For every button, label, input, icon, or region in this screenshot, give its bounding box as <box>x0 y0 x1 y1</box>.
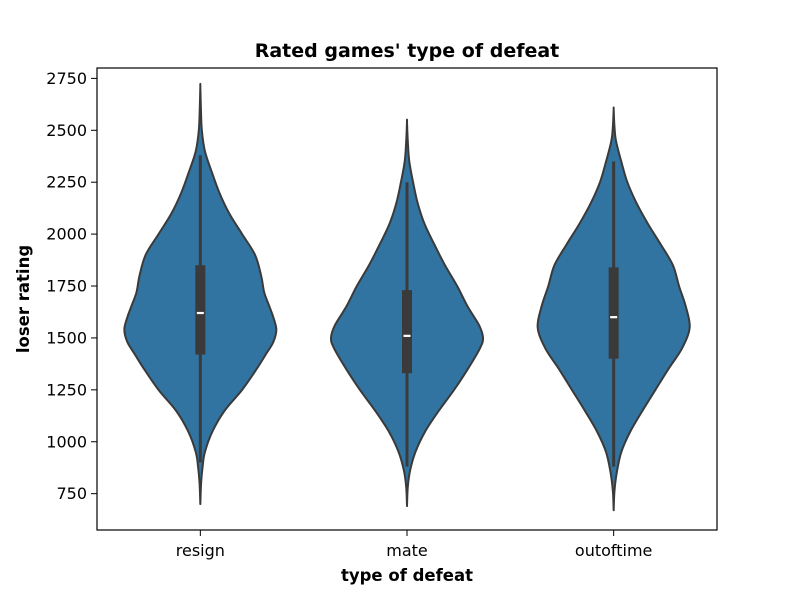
chart-title: Rated games' type of defeat <box>255 40 560 62</box>
y-tick-label: 2750 <box>46 69 87 88</box>
violin-resign <box>123 82 278 506</box>
violin-iqr-box <box>195 265 206 355</box>
x-axis: resign mate outoftime <box>176 530 653 560</box>
y-tick-label: 2500 <box>46 121 87 140</box>
violin-outoftime <box>536 106 691 512</box>
violin-mate <box>329 118 485 508</box>
y-axis: 750 1000 1250 1500 1750 2000 2250 2500 2750 <box>46 69 97 503</box>
violin-iqr-box <box>608 267 619 359</box>
y-tick-label: 1000 <box>46 432 87 451</box>
x-axis-label: type of defeat <box>341 566 473 585</box>
x-tick-label-mate: mate <box>386 541 428 560</box>
y-tick-label: 1250 <box>46 380 87 399</box>
y-tick-label: 2000 <box>46 225 87 244</box>
x-tick-label-outoftime: outoftime <box>575 541 653 560</box>
y-tick-label: 2250 <box>46 173 87 192</box>
violin-iqr-box <box>402 290 412 374</box>
y-tick-label: 1500 <box>46 328 87 347</box>
y-axis-label: loser rating <box>14 245 33 353</box>
y-tick-label: 1750 <box>46 277 87 296</box>
x-tick-label-resign: resign <box>176 541 225 560</box>
y-tick-label: 750 <box>56 484 87 503</box>
